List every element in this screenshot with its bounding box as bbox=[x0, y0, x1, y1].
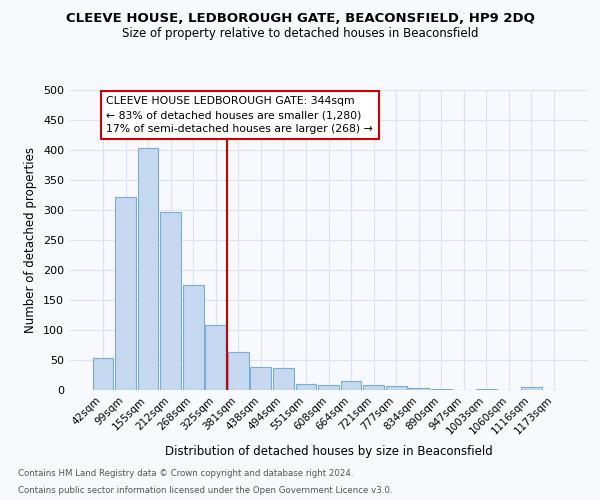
Bar bbox=[250, 366, 271, 390]
Text: CLEEVE HOUSE, LEDBOROUGH GATE, BEACONSFIELD, HP9 2DQ: CLEEVE HOUSE, LEDBOROUGH GATE, BEACONSFI… bbox=[65, 12, 535, 26]
Text: Contains public sector information licensed under the Open Government Licence v3: Contains public sector information licen… bbox=[18, 486, 392, 495]
Bar bbox=[92, 358, 113, 390]
X-axis label: Distribution of detached houses by size in Beaconsfield: Distribution of detached houses by size … bbox=[164, 444, 493, 458]
Text: Contains HM Land Registry data © Crown copyright and database right 2024.: Contains HM Land Registry data © Crown c… bbox=[18, 468, 353, 477]
Bar bbox=[160, 212, 181, 390]
Bar bbox=[115, 197, 136, 390]
Bar bbox=[228, 352, 248, 390]
Bar bbox=[273, 368, 294, 390]
Bar bbox=[205, 325, 226, 390]
Bar bbox=[409, 388, 429, 390]
Text: Size of property relative to detached houses in Beaconsfield: Size of property relative to detached ho… bbox=[122, 28, 478, 40]
Bar bbox=[296, 384, 316, 390]
Bar bbox=[363, 384, 384, 390]
Bar bbox=[431, 389, 452, 390]
Bar bbox=[341, 381, 361, 390]
Bar bbox=[318, 384, 339, 390]
Bar bbox=[521, 387, 542, 390]
Bar bbox=[137, 148, 158, 390]
Bar bbox=[183, 285, 203, 390]
Text: CLEEVE HOUSE LEDBOROUGH GATE: 344sqm
← 83% of detached houses are smaller (1,280: CLEEVE HOUSE LEDBOROUGH GATE: 344sqm ← 8… bbox=[106, 96, 373, 134]
Y-axis label: Number of detached properties: Number of detached properties bbox=[25, 147, 37, 333]
Bar bbox=[386, 386, 407, 390]
